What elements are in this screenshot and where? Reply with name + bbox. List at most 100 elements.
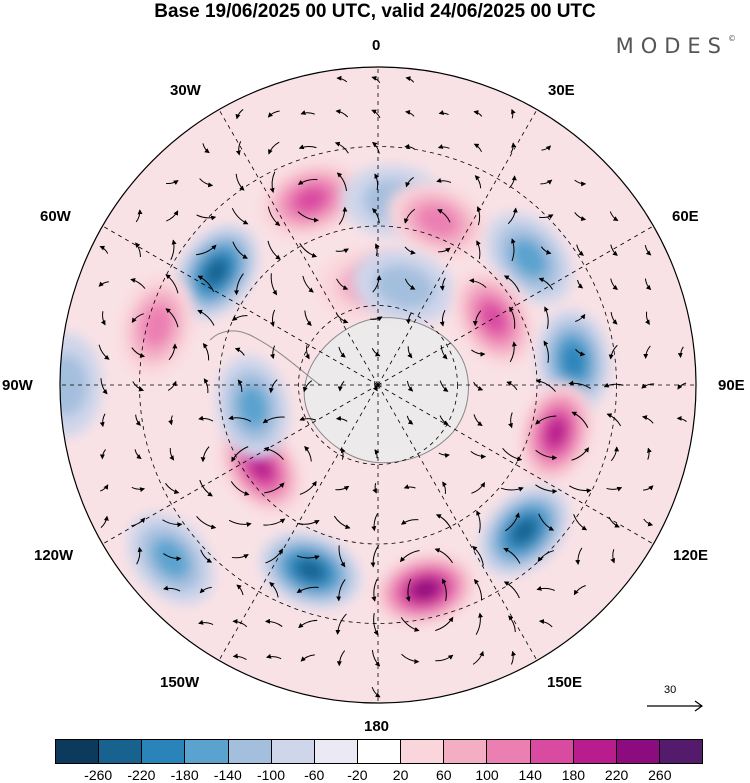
lon-label-90w: 90W: [2, 377, 33, 394]
wind-vector-arrow: [299, 480, 317, 495]
wind-vector-arrow: [574, 212, 587, 221]
lon-label-150w: 150W: [160, 674, 200, 691]
wind-vector-arrow: [537, 550, 554, 563]
anomaly-high: [387, 182, 489, 259]
anomaly-low: [216, 355, 290, 459]
wind-vector-arrow: [336, 579, 346, 602]
colorbar: [55, 739, 703, 764]
colorbar-tick-label: -140: [213, 767, 242, 783]
wind-vector-arrow: [508, 412, 513, 429]
wind-vector-arrow: [300, 110, 315, 115]
colorbar-tick-label: -180: [170, 767, 199, 783]
wind-vector-arrow: [136, 546, 143, 565]
lon-label-0: 0: [372, 37, 381, 54]
wind-vector-arrow: [232, 241, 248, 259]
wind-vector-arrow: [643, 518, 654, 527]
meridian-line: [218, 384, 379, 661]
map-boundary: [59, 66, 697, 704]
wind-vector-arrow: [371, 686, 381, 698]
wind-vector-arrow: [130, 277, 146, 289]
wind-vector-arrow: [435, 616, 454, 632]
wind-vector-arrow: [575, 313, 586, 322]
colorbar-tick-label: 220: [604, 767, 629, 783]
anomaly-contour-fill: [296, 559, 325, 581]
wind-vector-arrow: [374, 449, 380, 459]
wind-vector-arrow: [131, 347, 146, 358]
wind-vector-arrow: [677, 346, 684, 359]
wind-vector-arrow: [165, 274, 179, 294]
wind-vector-arrow: [644, 245, 652, 256]
wind-vector-arrow: [436, 177, 452, 183]
wind-vector-arrow: [476, 510, 481, 534]
wind-vector-arrow: [509, 175, 517, 189]
wind-vector-arrow: [300, 654, 315, 662]
wind-vector-arrow: [405, 312, 412, 325]
wind-vector-arrow: [237, 379, 243, 392]
wind-vector-arrow: [473, 578, 483, 601]
wind-vector-arrow: [535, 378, 556, 392]
wind-vector-arrow: [438, 247, 451, 253]
colorbar-tick-label: 20: [392, 767, 409, 783]
wind-vector-arrow: [335, 248, 349, 254]
colorbar-segment: [271, 740, 315, 763]
wind-vectors: [98, 75, 687, 698]
wind-vector-arrow: [405, 177, 414, 188]
wind-vector-arrow: [267, 206, 281, 226]
wind-vector-arrow: [230, 481, 250, 496]
wind-vector-arrow: [168, 343, 178, 361]
wind-vector-arrow: [231, 315, 248, 321]
wind-vector-arrow: [576, 244, 584, 256]
wind-vector-arrow: [505, 512, 520, 532]
wind-vector-arrow: [302, 275, 314, 293]
colorbar-tick-label: 180: [561, 767, 586, 783]
wind-vector-arrow: [543, 340, 549, 363]
wind-vector-arrow: [302, 380, 313, 393]
wind-vector-arrow: [232, 653, 247, 660]
wind-vector-arrow: [407, 346, 413, 359]
latitude-circle: [298, 305, 458, 465]
wind-vector-arrow: [503, 547, 521, 564]
colorbar-segment: [185, 740, 229, 763]
anomaly-contour-fill: [561, 343, 586, 379]
wind-vector-arrow: [165, 180, 179, 185]
wind-vector-arrow: [535, 415, 557, 425]
wind-vector-arrow: [677, 382, 687, 390]
wind-vector-arrow: [264, 618, 283, 627]
anomaly-low: [174, 224, 259, 320]
wind-vector-arrow: [374, 173, 380, 191]
wind-vector-arrow: [199, 586, 212, 594]
anomaly-low: [127, 512, 215, 605]
anomaly-contour-fill: [152, 539, 190, 579]
wind-vector-arrow: [335, 109, 349, 118]
lon-label-120e: 120E: [673, 547, 709, 564]
wind-vector-arrow: [641, 415, 654, 424]
wind-vector-arrow: [502, 447, 523, 462]
wind-vector-arrow: [169, 448, 175, 461]
wind-vector-arrow: [435, 514, 452, 530]
wind-vector-arrow: [297, 178, 318, 185]
wind-vector-arrow: [571, 411, 589, 428]
wind-vector-arrow: [135, 242, 141, 258]
wind-vector-arrow: [163, 553, 182, 562]
wind-vector-arrow: [510, 650, 517, 665]
wind-vector-arrow: [575, 547, 583, 565]
colorbar-tick-label: -100: [256, 767, 286, 783]
wind-vector-arrow: [647, 447, 652, 460]
wind-vector-arrow: [336, 172, 348, 192]
wind-vector-arrow: [608, 516, 620, 528]
meridian-line: [218, 109, 379, 386]
meridian-line: [102, 225, 379, 386]
wind-vector-arrow: [100, 484, 109, 492]
wind-vector-arrow: [163, 585, 181, 592]
wind-vector-arrow: [404, 246, 416, 255]
wind-vector-arrow: [299, 416, 317, 421]
lon-label-150e: 150E: [547, 674, 583, 691]
wind-vector-arrow: [544, 306, 549, 330]
wind-vector-arrow: [371, 513, 379, 532]
colorbar-segment: [99, 740, 143, 763]
wind-vector-arrow: [400, 519, 419, 525]
wind-vector-arrow: [234, 347, 245, 356]
wind-vector-arrow: [608, 344, 618, 360]
wind-vector-arrow: [100, 515, 109, 528]
wind-vector-arrow: [507, 207, 518, 225]
